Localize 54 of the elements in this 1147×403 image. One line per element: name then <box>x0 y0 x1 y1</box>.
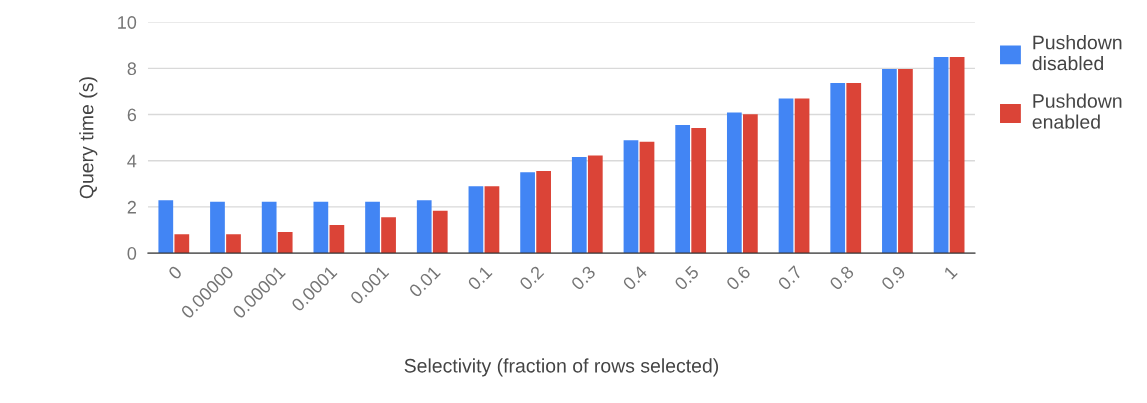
x-tick-label: 0 <box>167 265 183 281</box>
bar <box>571 157 587 254</box>
bar <box>313 201 329 254</box>
y-tick-label: 6 <box>127 108 137 122</box>
bar <box>587 155 603 254</box>
legend-label: Pushdown enabled <box>1032 93 1122 129</box>
bar <box>846 82 862 254</box>
bar <box>416 200 432 254</box>
bar <box>675 124 691 254</box>
bar <box>691 127 707 254</box>
x-tick-label: 0.2 <box>518 265 545 291</box>
bar <box>639 141 655 254</box>
bar <box>830 82 846 254</box>
bar <box>743 114 758 254</box>
y-tick-label: 4 <box>127 154 137 168</box>
x-tick-label: 0.7 <box>777 265 803 291</box>
x-tick-label: 0.9 <box>880 265 907 291</box>
x-axis-title: Selectivity (fraction of rows selected) <box>404 358 719 377</box>
bar <box>794 98 810 254</box>
bar <box>949 57 965 254</box>
y-tick-label: 8 <box>127 62 137 76</box>
x-tick-label: 0.5 <box>673 265 700 291</box>
y-tick-label: 2 <box>127 200 136 214</box>
bar <box>520 172 535 254</box>
bar <box>536 171 551 254</box>
bar <box>726 112 742 254</box>
bar <box>484 186 500 254</box>
y-tick-label: 10 <box>118 16 137 29</box>
bar <box>210 201 225 254</box>
x-tick-label: 0.01 <box>408 265 441 298</box>
bar <box>468 186 484 254</box>
bar <box>381 217 396 254</box>
x-tick-label: 0.1 <box>467 265 493 291</box>
bar <box>882 69 897 254</box>
bar <box>778 98 794 254</box>
y-axis-title: Query time (s) <box>79 77 98 199</box>
bar <box>174 234 190 254</box>
x-tick-label: 0.8 <box>828 265 855 291</box>
bar <box>623 140 639 254</box>
y-tick-label: 0 <box>127 247 137 260</box>
bar <box>158 200 174 254</box>
bar <box>898 69 913 254</box>
legend-label: Pushdown disabled <box>1032 35 1122 71</box>
bar <box>261 201 277 254</box>
bar <box>933 57 949 254</box>
x-tick-label: 0.6 <box>725 265 752 291</box>
bar <box>226 234 241 254</box>
bar <box>432 210 448 254</box>
bar <box>329 224 345 254</box>
x-tick-label: 0.3 <box>570 265 597 291</box>
x-tick-label: 0.4 <box>622 264 648 291</box>
bar <box>277 232 293 254</box>
x-tick-label: 1 <box>943 265 958 280</box>
bar <box>365 201 380 254</box>
